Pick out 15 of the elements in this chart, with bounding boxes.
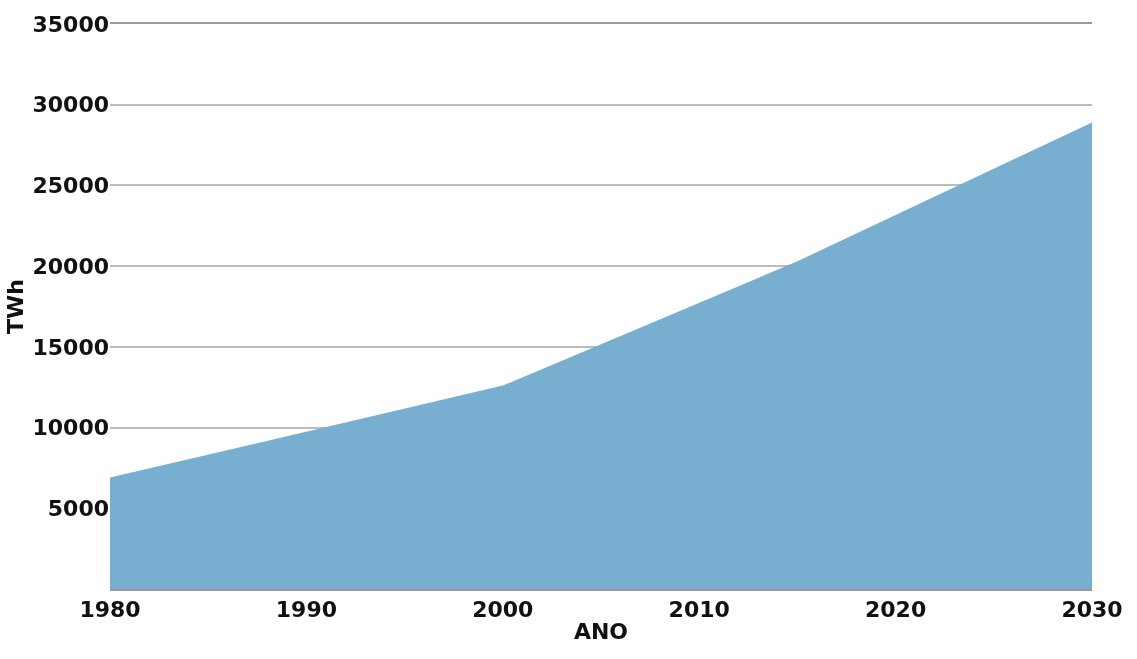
y-tick-label: 30000 — [32, 92, 109, 118]
y-tick-label: 35000 — [32, 11, 109, 37]
y-tick-label: 20000 — [32, 253, 109, 279]
y-tick-label: 15000 — [32, 334, 109, 360]
y-tick-label: 25000 — [32, 173, 109, 199]
x-tick-label: 1990 — [275, 597, 338, 623]
x-tick-label: 2000 — [472, 597, 534, 623]
y-tick-label: 5000 — [47, 495, 109, 521]
x-tick-label: 2020 — [864, 597, 927, 623]
x-axis-title: ANO — [573, 618, 629, 644]
x-tick-label: 2010 — [668, 597, 730, 623]
x-tick-label: 2030 — [1061, 597, 1123, 623]
x-tick-label: 1980 — [79, 597, 141, 623]
y-tick-label: 10000 — [32, 415, 109, 441]
y-axis-title: TWh — [3, 279, 29, 334]
